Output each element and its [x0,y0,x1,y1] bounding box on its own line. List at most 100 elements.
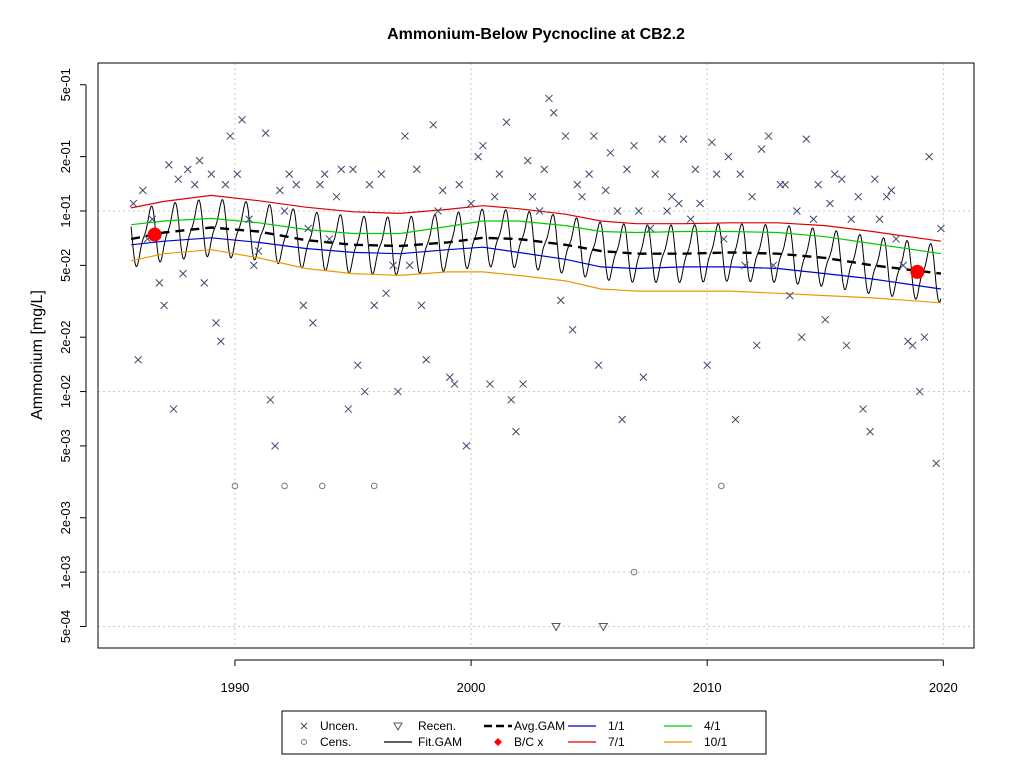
uncensored-point [802,135,811,143]
uncensored-point [809,215,818,224]
y-axis: 5e-04 1e-03 2e-03 5e-03 1e-02 2e-02 5e-02 1e-01… [58,68,87,643]
censored-point [370,482,378,490]
uncensored-point [651,170,660,178]
uncensored-point [741,261,749,270]
uncensored-point [793,207,801,215]
x-tick-label: 2000 [457,680,486,695]
uncensored-point [646,224,655,233]
y-tick-label: 5e-01 [58,68,73,101]
uncensored-point [216,337,225,346]
bc-point [147,227,162,242]
uncensored-point [696,199,704,208]
legend-label: Avg.GAM [514,719,565,733]
uncensored-point [618,415,627,424]
uncensored-point [837,175,846,184]
uncensored-point [309,319,317,327]
uncensored-point [736,170,745,178]
uncensored-point [540,165,549,174]
uncensored-point [490,192,499,201]
uncensored-point [304,224,312,233]
uncensored-point [394,387,402,396]
uncensored-point [353,361,362,370]
legend-label: Recen. [418,719,456,733]
uncensored-point [337,165,346,174]
uncensored-point [332,192,341,201]
uncensored-point [866,427,874,436]
uncensored-point [299,301,308,310]
line-7-1 [130,194,941,242]
uncensored-point [325,235,334,243]
uncensored-point [474,152,483,161]
line-4-1 [131,217,941,255]
data-points [129,94,945,632]
uncensored-point [370,301,379,310]
uncensored-point [389,261,398,270]
y-tick-label: 1e-02 [58,375,73,408]
uncensored-point [502,118,511,127]
uncensored-point [169,405,178,413]
uncensored-point [870,175,879,184]
uncensored-point [679,135,688,143]
uncensored-point [830,170,839,178]
uncensored-point [280,207,289,215]
y-tick-label: 5e-03 [58,429,73,462]
uncensored-point [573,180,582,189]
uncensored-point [245,215,253,224]
uncensored-point [190,180,199,189]
uncensored-point [266,395,275,404]
uncensored-point [932,459,941,468]
uncensored-point [915,387,924,396]
uncensored-point [842,341,851,350]
uncensored-point [212,319,220,327]
uncensored-point [292,180,301,189]
uncensored-point [658,135,667,143]
plot-frame [97,62,975,649]
recensored-point [551,622,561,632]
uncensored-point [455,180,464,189]
uncensored-point [179,269,187,278]
uncensored-point [561,132,570,140]
censored-point [718,482,725,490]
uncensored-point [764,132,773,140]
uncensored-point [349,165,357,174]
uncensored-point [748,192,756,201]
uncensored-point [606,148,615,157]
uncensored-point [847,215,856,224]
uncensored-point [462,442,471,450]
uncensored-point [601,186,610,195]
x-tick-label: 1990 [220,680,249,695]
uncensored-point [405,261,414,270]
uncensored-point [183,165,192,174]
legend-label: Cens. [320,735,351,749]
uncensored-point [467,199,475,208]
uncensored-point [674,199,683,208]
uncensored-point [429,120,438,129]
uncensored-point [195,156,204,165]
uncensored-point [535,207,544,215]
legend-label: 4/1 [704,719,721,733]
uncensored-point [892,235,900,243]
uncensored-point [821,315,830,324]
uncensored-point [549,108,558,117]
uncensored-point [797,333,806,342]
uncensored-point [769,261,778,270]
y-tick-label: 2e-01 [58,140,73,173]
uncensored-point [344,405,353,413]
y-axis-label: Ammonium [mg/L] [29,290,46,420]
uncensored-point [691,165,700,174]
avg-gam-line [130,226,942,275]
uncensored-point [585,170,593,178]
uncensored-point [826,199,834,208]
bc-point [910,264,925,279]
uncensored-point [148,215,157,224]
legend-symbol-cens [301,739,307,745]
uncensored-point [155,278,164,287]
uncensored-point [663,207,671,215]
legend-label: Fit.GAM [418,735,462,749]
censored-point [319,482,326,490]
uncensored-point [545,94,553,103]
uncensored-point [528,192,537,201]
uncensored-point [623,165,631,174]
legend-label: B/C x [514,735,543,749]
